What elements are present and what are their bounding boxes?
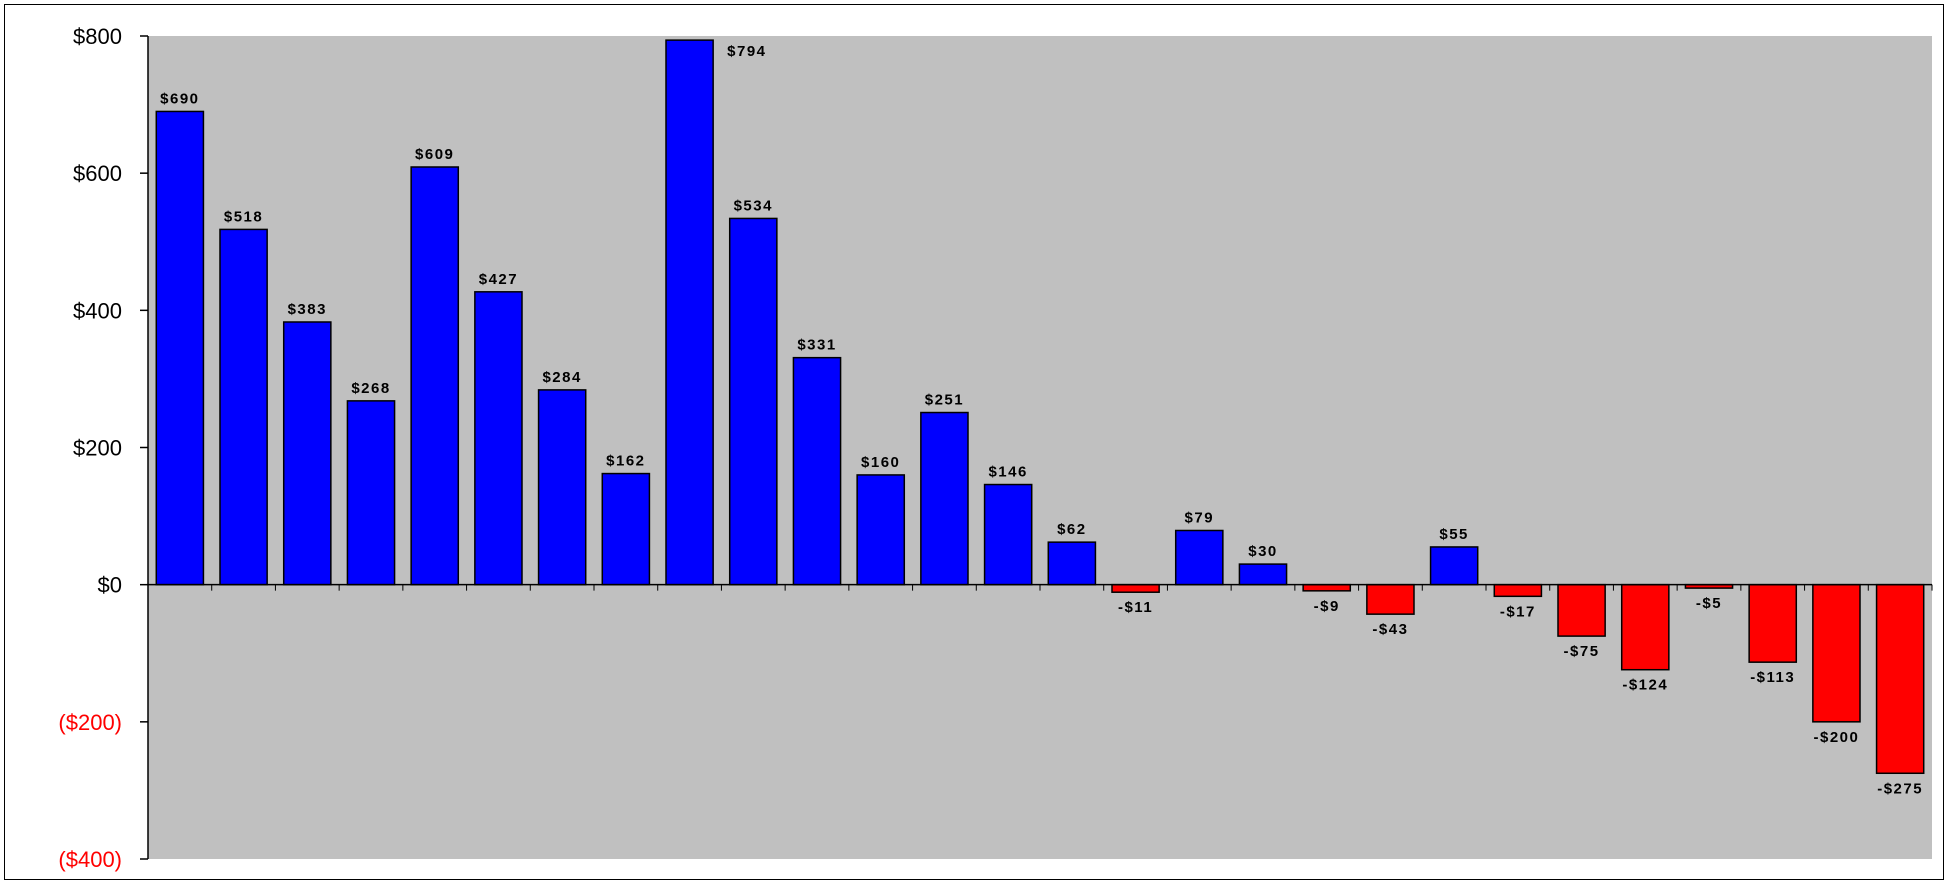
bar	[537, 389, 587, 586]
data-label: $268	[351, 380, 390, 397]
data-label: -$113	[1750, 669, 1795, 686]
data-label: $30	[1248, 543, 1278, 560]
data-label: -$17	[1500, 603, 1536, 620]
bar	[474, 291, 523, 586]
y-tick-label: ($400)	[58, 847, 122, 872]
bar	[1748, 583, 1798, 663]
bar	[282, 321, 332, 586]
bar	[1366, 583, 1415, 615]
bar	[665, 39, 714, 586]
bar	[1620, 583, 1670, 671]
y-tick-label: $200	[73, 436, 122, 461]
data-label: $518	[224, 208, 263, 225]
bar	[155, 110, 205, 586]
bar	[1557, 583, 1606, 637]
data-label: $383	[288, 301, 327, 318]
y-tick-label: $0	[98, 573, 122, 598]
bar	[410, 166, 460, 586]
data-label: $146	[988, 464, 1027, 481]
y-tick-label: ($200)	[58, 710, 122, 735]
data-label: -$5	[1696, 595, 1722, 612]
y-tick-label: $600	[73, 161, 122, 186]
bar	[1812, 583, 1861, 723]
data-label: $55	[1439, 526, 1469, 543]
bar	[346, 400, 396, 586]
data-label: $284	[542, 369, 581, 386]
bar	[856, 474, 906, 586]
data-label: $79	[1185, 509, 1215, 526]
bar	[983, 483, 1033, 586]
y-tick-label: $400	[73, 298, 122, 323]
data-label: -$9	[1314, 598, 1340, 615]
data-label: $794	[727, 43, 766, 60]
bar	[792, 356, 842, 586]
bar	[1111, 583, 1160, 593]
bar	[1493, 583, 1543, 598]
bar	[920, 411, 969, 586]
bar	[1429, 546, 1479, 586]
bar	[219, 228, 268, 586]
data-label: $62	[1057, 521, 1087, 538]
y-tick-label: $800	[73, 24, 122, 49]
bar	[1302, 583, 1352, 592]
data-label: $427	[479, 271, 518, 288]
data-label: $534	[734, 197, 773, 214]
bar	[1238, 563, 1288, 586]
data-label: $251	[925, 392, 964, 409]
bar	[601, 472, 651, 586]
data-label: $162	[606, 453, 645, 470]
data-label: -$275	[1877, 780, 1923, 797]
data-label: -$75	[1564, 643, 1600, 660]
bar	[1047, 541, 1097, 586]
data-label: $690	[160, 90, 199, 107]
data-label: $331	[797, 337, 836, 354]
bar	[1875, 583, 1925, 775]
data-label: $160	[861, 454, 900, 471]
data-label: -$11	[1118, 599, 1153, 616]
data-label: -$200	[1813, 729, 1859, 746]
bar	[1174, 529, 1224, 586]
data-label: -$124	[1622, 677, 1668, 694]
bar	[728, 217, 778, 586]
data-label: -$43	[1372, 621, 1408, 638]
data-label: $609	[415, 146, 454, 163]
